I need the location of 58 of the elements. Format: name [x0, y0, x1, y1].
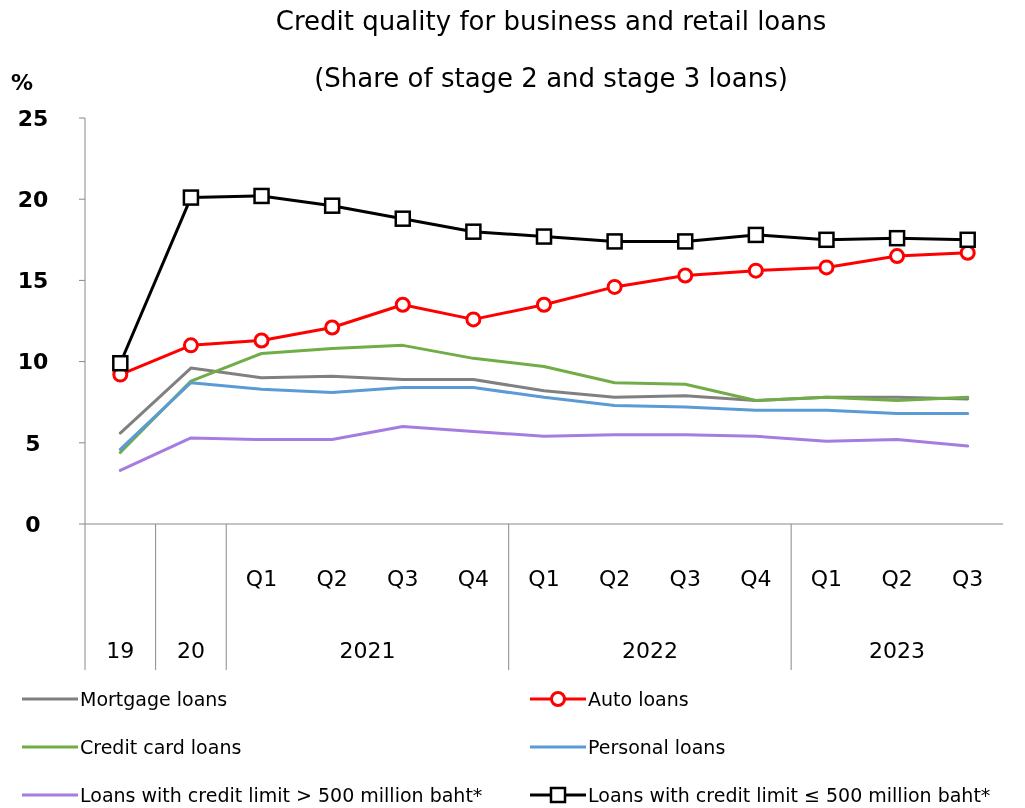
point: [182, 189, 200, 206]
point: [324, 319, 341, 336]
point: [959, 231, 976, 249]
x-tick-label: Q1: [245, 565, 278, 591]
y-tick-label: 0: [25, 511, 41, 537]
x-tick-label: Q4: [457, 565, 490, 591]
point: [535, 228, 553, 245]
point: [394, 210, 412, 227]
text: 2021: [339, 637, 396, 663]
legend-label: Loans with credit limit ≤ 500 million baht*: [588, 783, 991, 806]
y-tick-label: 20: [17, 186, 49, 212]
x-tick-label: Q2: [316, 565, 348, 591]
point: [182, 337, 199, 354]
point: [677, 267, 694, 284]
point: [888, 229, 906, 247]
x-tick-label: Q3: [952, 565, 984, 591]
text: 19: [106, 637, 135, 663]
x-tick-label: Q1: [810, 565, 843, 591]
y-tick-label: 25: [17, 105, 49, 131]
point: [253, 332, 270, 349]
point: [112, 354, 129, 372]
point: [818, 259, 835, 276]
chart-title: Credit quality for business and retail loans: [275, 6, 827, 36]
point: [394, 296, 411, 313]
point: [747, 226, 765, 244]
y-tick-label: 10: [17, 349, 49, 375]
point: [323, 197, 341, 214]
y-tick-label: 5: [25, 430, 41, 456]
legend-label: Loans with credit limit > 500 million baht*: [80, 783, 483, 806]
text: 2022: [621, 637, 678, 663]
line-series: [118, 425, 970, 472]
point: [606, 278, 623, 295]
text: 20: [176, 637, 205, 663]
x-tick-label: Q2: [598, 565, 631, 591]
line-series: [118, 381, 970, 451]
point: [747, 262, 764, 279]
point: [818, 231, 835, 249]
point: [465, 223, 482, 240]
text: 2023: [869, 637, 926, 663]
point: [465, 311, 482, 328]
point: [253, 187, 270, 205]
point: [676, 233, 694, 250]
x-tick-label: Q1: [528, 565, 560, 591]
chart-subtitle: (Share of stage 2 and stage 3 loans): [314, 63, 788, 93]
legend-label: Auto loans: [588, 687, 689, 710]
x-tick-label: Q2: [881, 565, 913, 591]
x-tick-label: Q3: [669, 565, 701, 591]
x-tick-label: Q4: [740, 565, 772, 591]
y-tick-label: 15: [17, 268, 49, 294]
x-tick-label: Q3: [387, 565, 419, 591]
point: [889, 248, 906, 265]
legend-label: Credit card loans: [80, 735, 242, 758]
y-axis-title: %: [10, 70, 34, 95]
legend-label: Mortgage loans: [80, 687, 228, 710]
legend-label: Personal loans: [588, 735, 726, 758]
point: [536, 296, 552, 313]
line-series: [118, 343, 970, 455]
point: [606, 233, 623, 250]
